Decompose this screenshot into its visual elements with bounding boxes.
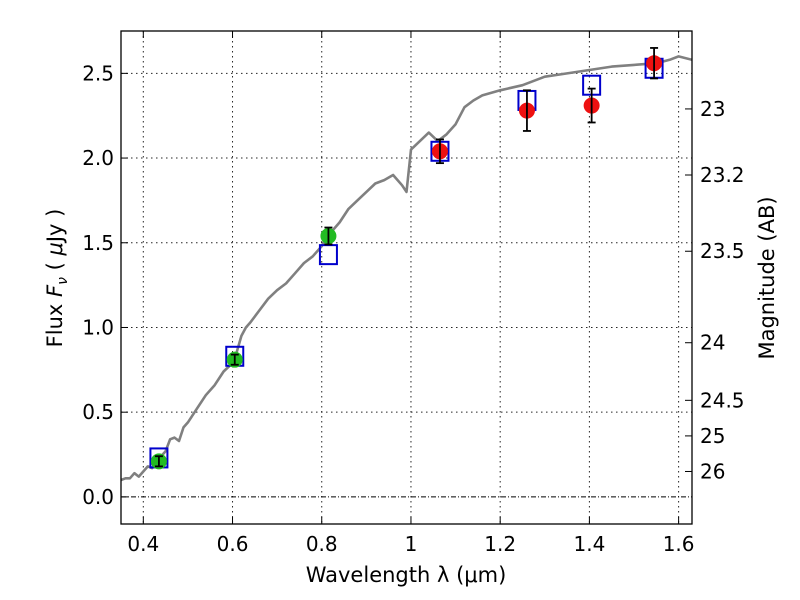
model-sed-line: [121, 55, 692, 482]
y2-tick-label: 23.5: [700, 239, 745, 263]
x-tick-label: 0.6: [217, 532, 249, 556]
y2-tick-label: 24: [700, 331, 725, 355]
y2-tick-label: 25: [700, 424, 725, 448]
x-axis-label: Wavelength λ (μm): [306, 563, 507, 587]
x-tick-label: 1: [405, 532, 418, 556]
y2-tick-label: 23: [700, 97, 725, 121]
x-tick-label: 1.2: [484, 532, 516, 556]
y-tick-label: 0.0: [82, 485, 114, 509]
plot-area: [121, 47, 692, 482]
y2-tick-label: 26: [700, 459, 725, 483]
grid: [121, 31, 692, 524]
x-tick-label: 1.4: [573, 532, 605, 556]
y2-tick-label: 23.2: [700, 163, 745, 187]
y-axis-left: 0.0 0.5 1.0 1.5 2.0 2.5: [82, 61, 128, 509]
y-tick-label: 1.0: [82, 315, 114, 339]
x-tick-label: 0.8: [306, 532, 338, 556]
y-tick-label: 2.5: [82, 61, 114, 85]
y2-tick-label: 24.5: [700, 388, 745, 412]
x-tick-label: 1.6: [663, 532, 695, 556]
y-axis-label: Flux Fν ( μJy ): [43, 209, 71, 348]
y-tick-label: 2.0: [82, 146, 114, 170]
y-tick-label: 1.5: [82, 231, 114, 255]
y2-axis-label: Magnitude (AB): [755, 196, 779, 359]
y-tick-label: 0.5: [82, 400, 114, 424]
x-axis: 0.4 0.6 0.8 1 1.2 1.4 1.6: [127, 31, 695, 556]
x-tick-label: 0.4: [127, 532, 159, 556]
plot-frame: [120, 30, 693, 525]
y-axis-right: 23 23.2 23.5 24 24.5 25 26: [685, 97, 745, 483]
data-layer: [121, 47, 692, 482]
